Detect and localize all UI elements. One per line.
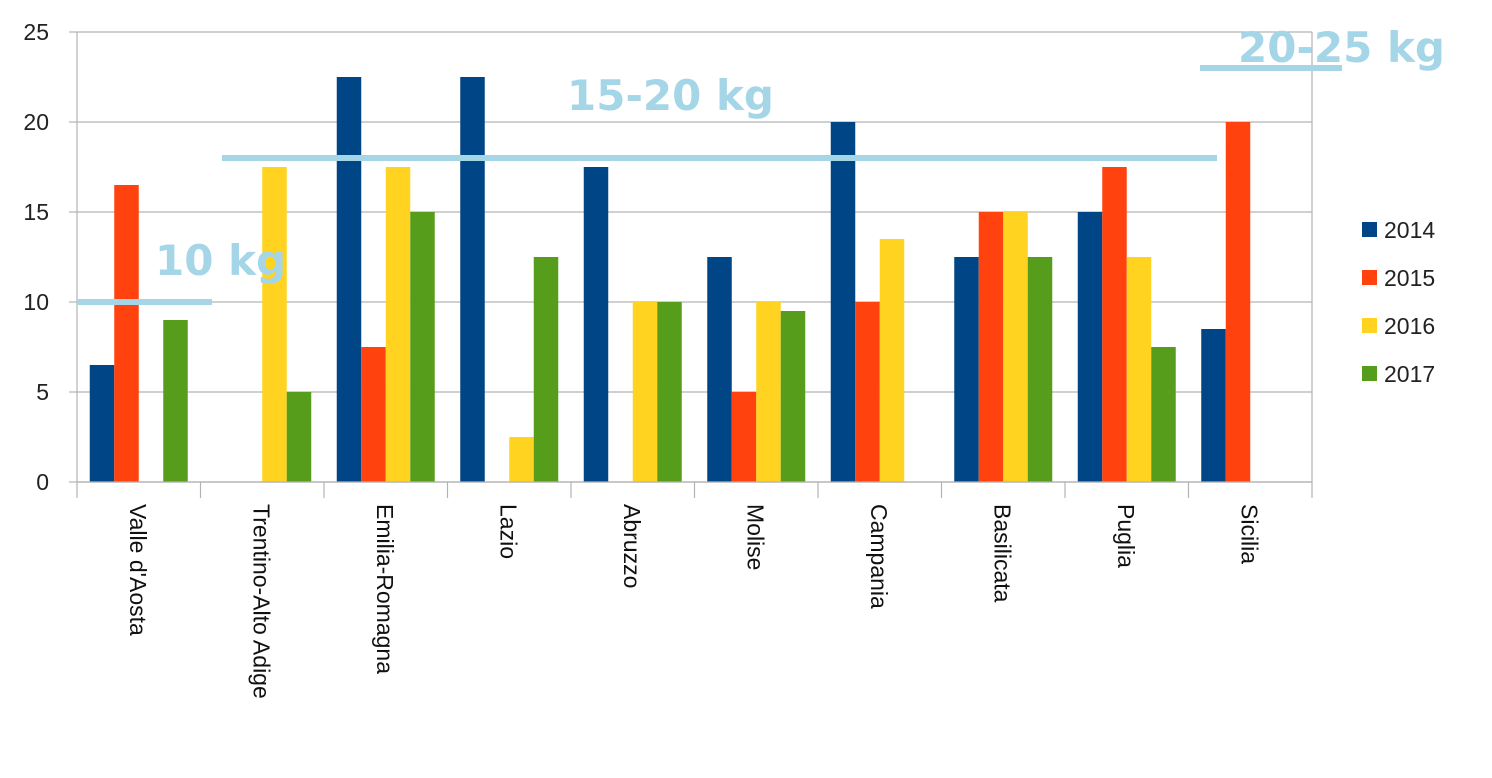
x-tick-label: Abruzzo bbox=[619, 504, 645, 588]
bar-2016-1 bbox=[262, 167, 287, 482]
y-tick-label: 25 bbox=[23, 19, 49, 45]
y-tick-labels: 0 5 10 15 20 25 bbox=[23, 19, 49, 495]
bar-2017-4 bbox=[657, 302, 682, 482]
bar-2017-8 bbox=[1151, 347, 1176, 482]
bars bbox=[89, 77, 1251, 482]
annotation-label: 10 kg bbox=[155, 236, 286, 285]
bar-2017-1 bbox=[286, 392, 312, 482]
legend-swatch bbox=[1362, 222, 1377, 237]
legend-label: 2017 bbox=[1384, 361, 1435, 387]
bar-2016-5 bbox=[756, 302, 781, 482]
bar-2014-0 bbox=[89, 365, 115, 482]
bar-2016-6 bbox=[879, 239, 905, 482]
x-tick-labels: Valle d'Aosta Trentino-Alto Adige Emilia-R… bbox=[125, 504, 1263, 699]
bar-2014-5 bbox=[707, 257, 732, 482]
legend-label: 2015 bbox=[1384, 265, 1435, 291]
x-tick-label: Valle d'Aosta bbox=[125, 504, 151, 636]
legend-label: 2014 bbox=[1384, 217, 1435, 243]
y-tick-label: 5 bbox=[36, 379, 49, 405]
legend-swatch bbox=[1362, 366, 1377, 381]
bar-2015-7 bbox=[978, 212, 1004, 482]
bar-2016-4 bbox=[632, 302, 658, 482]
x-tick-label: Basilicata bbox=[989, 504, 1015, 603]
y-tick-label: 15 bbox=[23, 199, 49, 225]
x-tick-label: Trentino-Alto Adige bbox=[248, 504, 274, 699]
legend: 2014 2015 2016 2017 bbox=[1362, 217, 1435, 387]
bar-2014-3 bbox=[460, 77, 485, 482]
bar-2015-6 bbox=[855, 302, 880, 482]
bar-2017-0 bbox=[163, 320, 188, 482]
y-tick-label: 10 bbox=[23, 289, 49, 315]
bar-2014-7 bbox=[954, 257, 979, 482]
annotation-label: 15-20 kg bbox=[567, 71, 774, 120]
annotation-label: 20-25 kg bbox=[1238, 23, 1445, 72]
bar-2014-6 bbox=[830, 122, 856, 482]
bar-2015-9 bbox=[1225, 122, 1251, 482]
bar-2017-5 bbox=[780, 311, 806, 482]
bar-2016-2 bbox=[385, 167, 411, 482]
x-tick-label: Lazio bbox=[495, 504, 521, 559]
x-tick-label: Puglia bbox=[1113, 504, 1139, 568]
bar-2014-4 bbox=[583, 167, 609, 482]
annotations: 10 kg 15-20 kg 20-25 kg bbox=[77, 23, 1445, 305]
bar-2014-9 bbox=[1201, 329, 1226, 482]
y-tick-label: 20 bbox=[23, 109, 49, 135]
axes bbox=[76, 32, 1313, 498]
bar-2016-7 bbox=[1003, 212, 1028, 482]
bar-2017-2 bbox=[410, 212, 435, 482]
bar-2017-3 bbox=[533, 257, 559, 482]
bar-2015-2 bbox=[361, 347, 386, 482]
legend-swatch bbox=[1362, 318, 1377, 333]
y-tick-label: 0 bbox=[36, 469, 49, 495]
x-tick-label: Campania bbox=[866, 504, 892, 609]
x-tick-label: Sicilia bbox=[1236, 504, 1262, 564]
bar-2015-0 bbox=[114, 185, 139, 482]
bar-2014-8 bbox=[1077, 212, 1103, 482]
bar-2015-8 bbox=[1102, 167, 1127, 482]
bar-2015-5 bbox=[731, 392, 757, 482]
bar-2014-2 bbox=[336, 77, 362, 482]
x-tick-label: Emilia-Romagna bbox=[372, 504, 398, 674]
bar-2016-8 bbox=[1126, 257, 1152, 482]
legend-label: 2016 bbox=[1384, 313, 1435, 339]
bar-2017-7 bbox=[1027, 257, 1053, 482]
x-tick-label: Molise bbox=[742, 504, 768, 570]
bar-2016-3 bbox=[509, 437, 534, 482]
legend-swatch bbox=[1362, 270, 1377, 285]
